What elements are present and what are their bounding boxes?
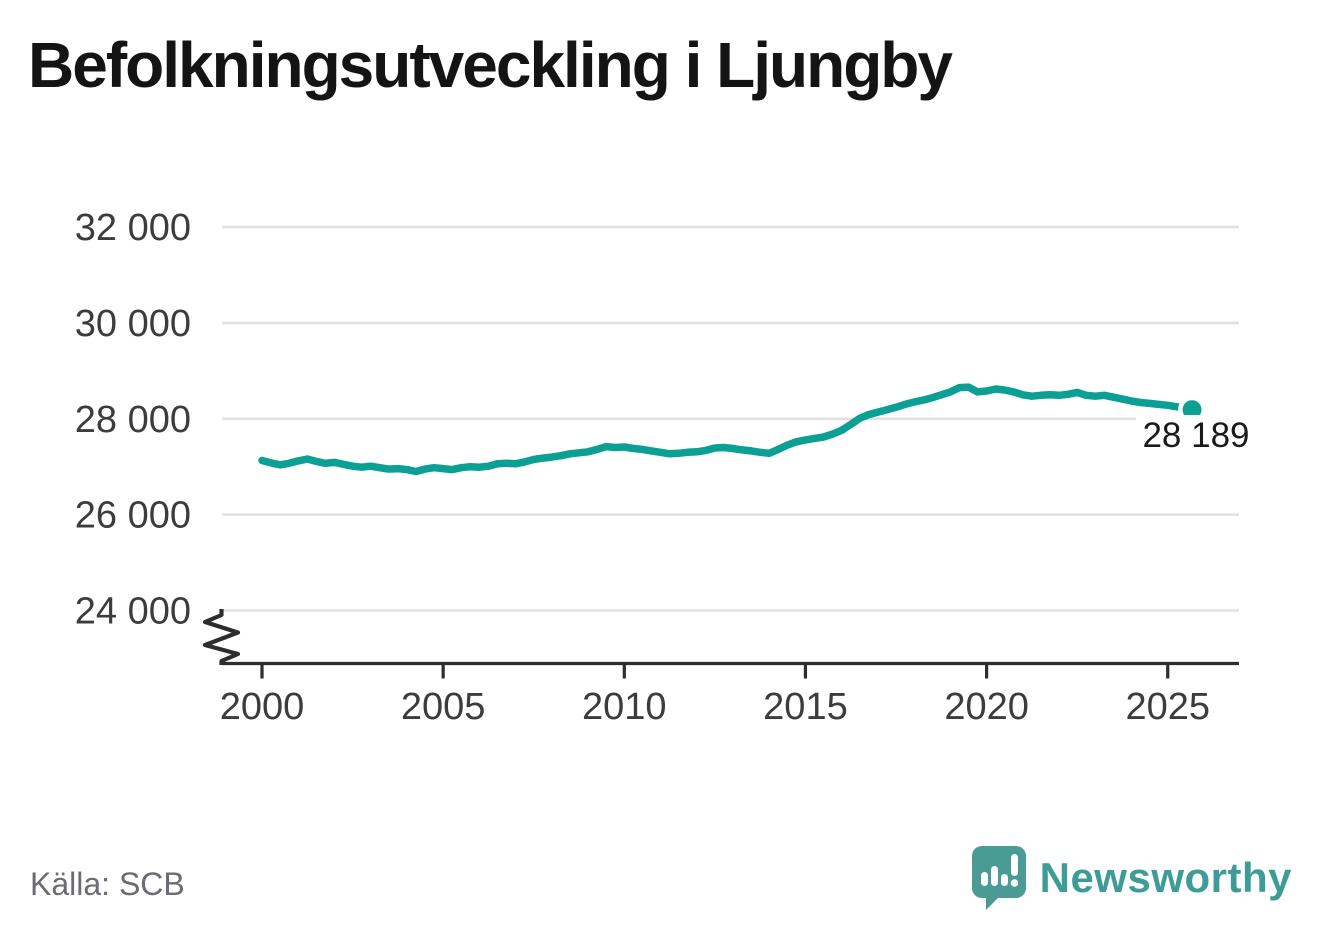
population-series-line: [258, 383, 1196, 476]
y-axis-label-26000: 26 000: [75, 495, 191, 537]
x-axis-label-2015: 2015: [763, 686, 848, 728]
newsworthy-logo-icon: [971, 846, 1026, 910]
newsworthy-wordmark: Newsworthy: [1039, 854, 1292, 901]
y-axis-label-32000: 32 000: [75, 207, 191, 249]
x-axis-label-2020: 2020: [944, 686, 1029, 728]
x-axis-label-2010: 2010: [582, 686, 667, 728]
logo-exclamation-dot: [1010, 879, 1018, 887]
y-axis-break-icon: [202, 609, 241, 665]
logo-exclamation-bar: [1010, 854, 1018, 876]
source-attribution: Källa: SCB: [30, 866, 185, 902]
page-title: Befolkningsutveckling i Ljungby: [28, 29, 953, 101]
newsworthy-branding: Newsworthy: [971, 846, 1292, 910]
y-axis-label-24000: 24 000: [75, 591, 191, 633]
logo-bar-3: [1000, 874, 1008, 886]
x-axis-label-2025: 2025: [1125, 686, 1210, 728]
y-axis-label-28000: 28 000: [75, 399, 191, 441]
x-axis-label-2005: 2005: [401, 686, 486, 728]
end-dot: [1182, 400, 1202, 420]
logo-bar-1: [980, 872, 988, 886]
y-axis-label-30000: 30 000: [75, 303, 191, 345]
last-value-label: 28 189: [1135, 415, 1257, 457]
x-axis-label-2000: 2000: [220, 686, 305, 728]
logo-bar-2: [990, 866, 998, 886]
